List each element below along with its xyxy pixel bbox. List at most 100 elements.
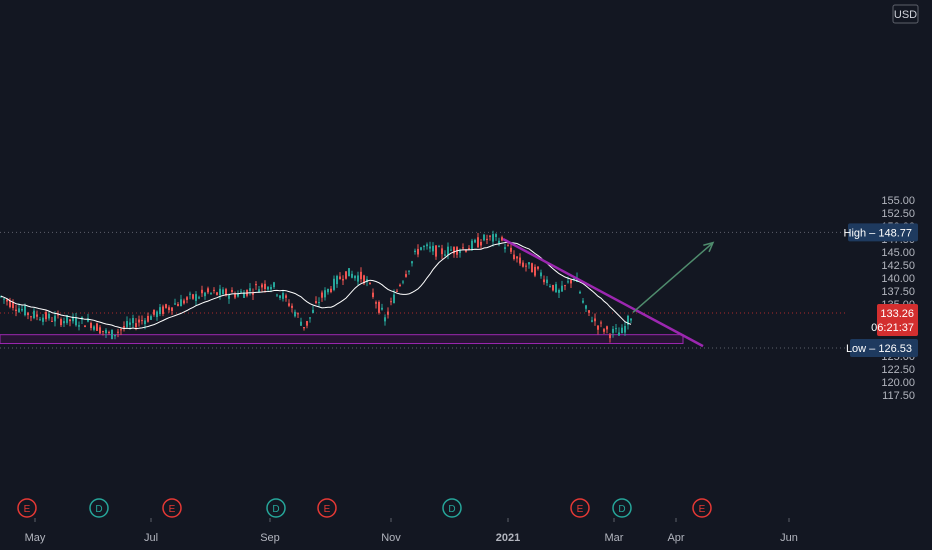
candle-body	[558, 289, 560, 293]
candle-body	[243, 292, 245, 298]
event-marker-dividend[interactable]: D	[442, 498, 462, 518]
candle-body	[24, 305, 26, 316]
candle-body	[570, 280, 572, 284]
candle	[123, 321, 125, 332]
candle	[213, 287, 215, 294]
candle-body	[297, 313, 299, 315]
candle	[330, 286, 332, 294]
candle	[438, 244, 440, 248]
candle-body	[189, 293, 191, 295]
last-price-label[interactable]: 133.26 06:21:37	[871, 304, 918, 337]
candle-body	[192, 294, 194, 299]
candle	[252, 288, 254, 300]
candle-body	[417, 248, 419, 255]
time-tick-label: 2021	[496, 532, 520, 544]
currency-badge[interactable]	[892, 4, 919, 24]
candle	[273, 281, 275, 289]
price-tick-label: 117.50	[882, 390, 915, 402]
candle-body	[480, 242, 482, 246]
candle-body	[135, 323, 137, 328]
projection-arrow-head	[703, 241, 715, 253]
candle-body	[15, 309, 17, 312]
candle-body	[54, 315, 56, 322]
projection-arrow[interactable]	[632, 242, 714, 313]
candle-body	[255, 284, 257, 286]
candle-body	[159, 307, 161, 315]
event-marker-earnings[interactable]: E	[692, 498, 712, 518]
currency-label: USD	[894, 9, 917, 21]
candle-body	[327, 288, 329, 293]
candle	[93, 325, 95, 332]
candle-body	[312, 309, 314, 313]
candle	[471, 238, 473, 251]
candle-body	[414, 250, 416, 253]
candle-body	[126, 321, 128, 327]
candle-body	[561, 285, 563, 292]
candle-body	[501, 237, 503, 241]
candle-body	[378, 301, 380, 313]
candle-body	[228, 295, 230, 299]
candle	[303, 327, 305, 331]
candle	[138, 315, 140, 327]
candle-body	[543, 279, 545, 283]
candle	[276, 293, 278, 297]
candle-body	[78, 325, 80, 327]
candle-body	[447, 246, 449, 255]
support-zone[interactable]	[0, 334, 684, 345]
candle-body	[465, 249, 467, 252]
candle	[315, 296, 317, 305]
candle-body	[57, 314, 59, 316]
candle-body	[339, 276, 341, 280]
candle	[255, 281, 257, 290]
high-price-label[interactable]: High – 148.77	[844, 223, 919, 242]
candle-body	[162, 306, 164, 314]
candle	[72, 313, 74, 324]
candle	[501, 235, 503, 242]
candle-body	[114, 334, 116, 337]
candle	[42, 314, 44, 326]
candle	[36, 310, 38, 321]
candle	[120, 328, 122, 336]
candle-body	[513, 254, 515, 260]
candle-body	[132, 318, 134, 324]
candle-body	[201, 289, 203, 294]
event-circle	[89, 498, 109, 518]
candle	[432, 242, 434, 256]
candle-body	[294, 311, 296, 317]
candle-body	[387, 311, 389, 315]
event-letter: D	[448, 504, 455, 515]
candle-body	[612, 328, 614, 333]
event-marker-dividend[interactable]: D	[612, 498, 632, 518]
candle-body	[357, 275, 359, 282]
price-axis[interactable]	[845, 0, 932, 550]
candle-body	[336, 275, 338, 285]
event-marker-dividend[interactable]: D	[266, 498, 286, 518]
candle	[21, 305, 23, 312]
candle	[180, 294, 182, 307]
candle	[363, 274, 365, 285]
event-marker-earnings[interactable]: E	[162, 498, 182, 518]
candle-body	[270, 287, 272, 290]
event-marker-earnings[interactable]: E	[570, 498, 590, 518]
event-marker-earnings[interactable]: E	[17, 498, 37, 518]
candle	[291, 303, 293, 313]
candle-body	[285, 295, 287, 298]
event-marker-dividend[interactable]: D	[89, 498, 109, 518]
candle-body	[408, 270, 410, 272]
candle	[282, 290, 284, 302]
candle-body	[594, 318, 596, 322]
candle	[129, 318, 131, 330]
candle-body	[468, 248, 470, 250]
candle	[168, 305, 170, 313]
price-tick-label: 137.50	[881, 286, 915, 298]
moving-average-line[interactable]	[0, 241, 632, 330]
candle-body	[279, 295, 281, 299]
low-price-label[interactable]: Low – 126.53	[846, 339, 918, 358]
descending-trendline[interactable]	[502, 237, 704, 348]
event-marker-earnings[interactable]: E	[317, 498, 337, 518]
time-tick-label: Mar	[605, 532, 624, 544]
candle	[312, 305, 314, 314]
candle	[243, 289, 245, 298]
